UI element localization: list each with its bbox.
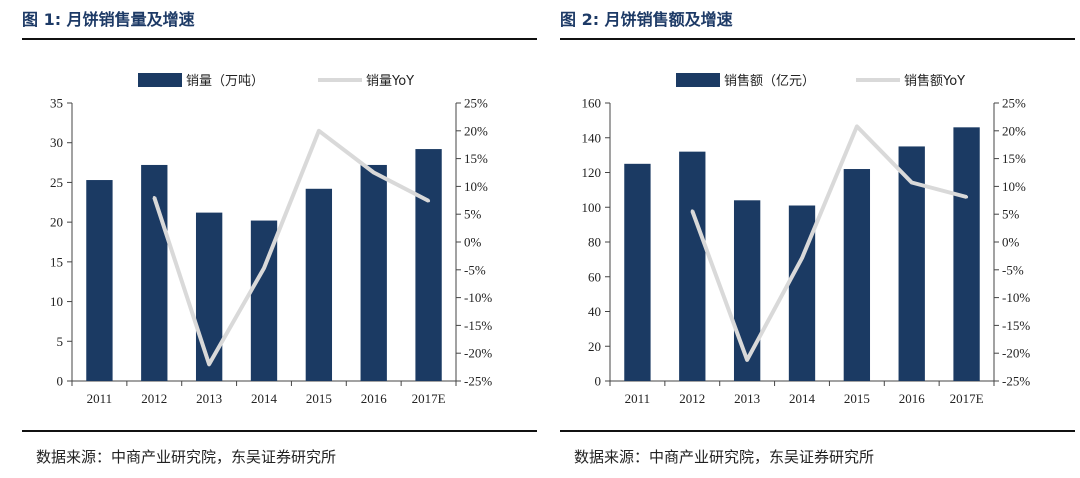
y-left-tick-label: 140 [582, 130, 602, 145]
y-right-tick-label: 20% [1002, 123, 1026, 138]
yoy-point [317, 129, 321, 133]
x-tick-label: 2017E [412, 391, 446, 406]
y-right-tick-label: 10% [1002, 179, 1026, 194]
legend-line-label: 销量YoY [366, 74, 414, 89]
y-left-tick-label: 0 [57, 374, 64, 389]
x-tick-label: 2014 [251, 391, 278, 406]
x-tick-label: 2016 [899, 391, 926, 406]
x-tick-label: 2012 [141, 391, 167, 406]
y-left-tick-label: 30 [50, 135, 63, 150]
x-tick-label: 2012 [679, 391, 705, 406]
x-tick-label: 2013 [196, 391, 222, 406]
yoy-point [965, 195, 969, 199]
y-right-tick-label: -15% [464, 318, 492, 333]
x-tick-label: 2015 [306, 391, 332, 406]
yoy-point [262, 266, 266, 270]
y-left-tick-label: 0 [595, 374, 602, 389]
x-tick-label: 2014 [789, 391, 816, 406]
figure-2-title: 图 2: 月饼销售额及增速 [560, 10, 733, 29]
legend-line-label: 销售额YoY [904, 73, 965, 89]
bar [86, 180, 113, 381]
y-left-tick-label: 10 [50, 294, 63, 309]
yoy-point [855, 124, 859, 128]
yoy-point [372, 171, 376, 174]
legend-bar-swatch [138, 73, 182, 87]
yoy-point [910, 181, 914, 185]
x-tick-label: 2013 [734, 391, 760, 406]
figure-2-source: 数据来源：中商产业研究院，东吴证券研究所 [574, 448, 875, 466]
bar [843, 169, 871, 381]
y-right-tick-label: -25% [464, 374, 492, 389]
y-left-tick-label: 120 [582, 165, 602, 180]
figure-1: 图 1: 月饼销售量及增速 0 5 10 15 20 25 30 35 -25% -20% -15%… [22, 0, 542, 478]
bar [195, 212, 223, 381]
yoy-point [690, 209, 694, 213]
y-left-tick-label: 100 [582, 200, 602, 215]
figure-1-chart: 0 5 10 15 20 25 30 35 -25% -20% -15% -10% -5% 0% 5% 10%… [50, 73, 492, 406]
y-right-tick-label: -15% [1002, 318, 1030, 333]
figure-1-top-rule [22, 38, 537, 40]
x-tick-label: 2015 [844, 391, 870, 406]
bar [679, 151, 706, 381]
y-right-tick-label: 15% [464, 151, 488, 166]
y-left-tick-label: 20 [588, 339, 601, 354]
figure-1-source: 数据来源：中商产业研究院，东吴证券研究所 [36, 448, 337, 466]
y-right-tick-label: 0% [1002, 235, 1020, 250]
y-right-tick-label: 25% [1002, 96, 1026, 111]
figure-2: 图 2: 月饼销售额及增速 0 20 40 60 80 100 120 140 160 -25% -… [560, 0, 1080, 478]
bar [415, 149, 442, 381]
y-left-tick-label: 60 [588, 269, 601, 284]
y-right-tick-label: 0% [464, 235, 482, 250]
y-left-tick-label: 40 [588, 304, 601, 319]
y-left-tick-label: 15 [50, 254, 63, 269]
y-right-tick-label: -25% [1002, 374, 1030, 389]
y-right-tick-label: -10% [464, 290, 492, 305]
yoy-line [690, 124, 968, 362]
y-left-tick-label: 20 [50, 215, 63, 230]
y-right-tick-label: -10% [1002, 290, 1030, 305]
y-left-tick-label: 160 [582, 96, 602, 111]
figure-2-top-rule [560, 38, 1075, 40]
figure-1-bottom-rule [22, 430, 537, 432]
figure-2-bottom-rule [560, 430, 1075, 432]
y-right-tick-label: 5% [1002, 207, 1020, 222]
figure-2-chart: 0 20 40 60 80 100 120 140 160 -25% -20% -15% -10% -5%… [582, 73, 1030, 406]
legend-bar-label: 销售额（亿元） [724, 73, 815, 89]
x-tick-label: 2011 [625, 391, 651, 406]
yoy-point [152, 196, 156, 200]
bar [305, 188, 333, 381]
y-left-tick-label: 5 [57, 334, 64, 349]
y-left-tick-label: 25 [50, 175, 63, 190]
y-right-tick-label: -20% [464, 346, 492, 361]
bar [953, 127, 980, 381]
y-right-tick-label: 20% [464, 123, 488, 138]
yoy-point [800, 256, 804, 260]
y-right-tick-label: -5% [1002, 262, 1024, 277]
y-right-tick-label: 15% [1002, 151, 1026, 166]
legend-bar-label: 销量（万吨） [186, 74, 264, 89]
y-left-tick-label: 80 [588, 235, 601, 250]
yoy-point [207, 362, 211, 366]
y-right-tick-label: 25% [464, 96, 488, 111]
x-tick-label: 2016 [361, 391, 388, 406]
yoy-line [152, 128, 430, 367]
y-left-tick-label: 35 [50, 96, 63, 111]
y-right-tick-label: 5% [464, 207, 482, 222]
x-tick-label: 2011 [87, 391, 113, 406]
legend-bar-swatch [676, 73, 720, 87]
y-right-tick-label: -20% [1002, 346, 1030, 361]
y-right-tick-label: -5% [464, 262, 486, 277]
bar [360, 164, 387, 381]
x-tick-label: 2017E [950, 391, 984, 406]
yoy-point [745, 358, 749, 362]
bar [624, 163, 651, 381]
yoy-point [427, 199, 431, 203]
bar [733, 200, 761, 381]
y-right-tick-label: 10% [464, 179, 488, 194]
figure-1-title: 图 1: 月饼销售量及增速 [22, 10, 195, 29]
